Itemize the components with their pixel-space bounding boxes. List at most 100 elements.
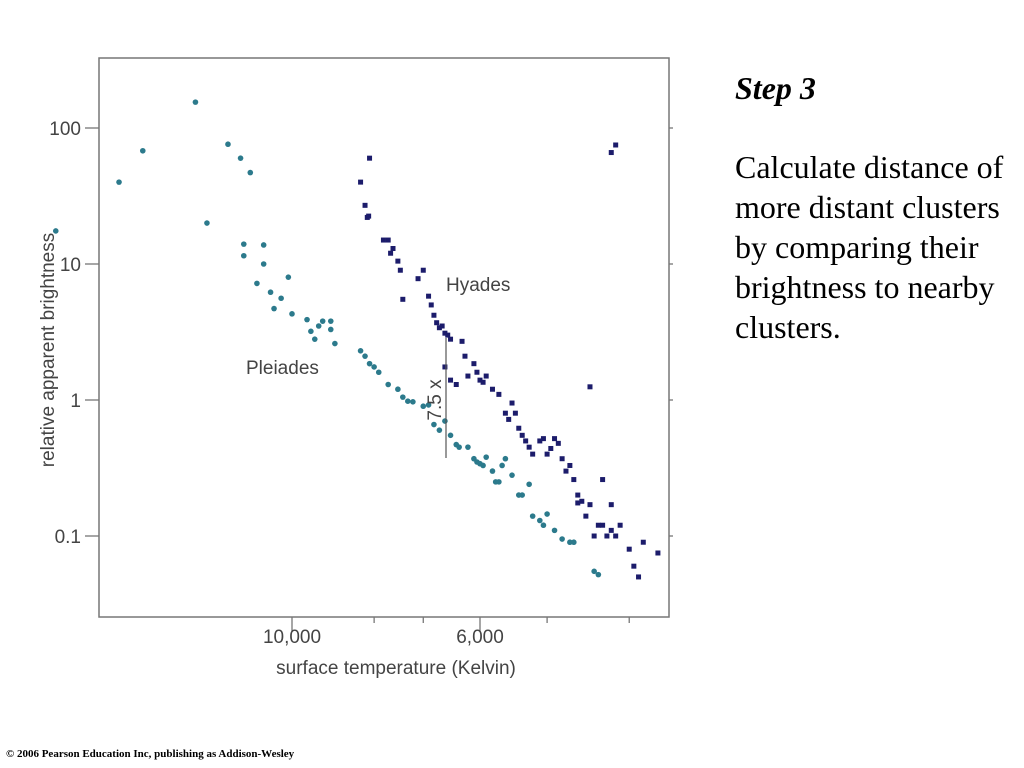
pleiades-point — [595, 571, 602, 578]
pleiades-point — [271, 305, 277, 312]
copyright-footer: © 2006 Pearson Education Inc, publishing… — [6, 748, 295, 760]
hyades-point — [640, 539, 646, 545]
hyades-point — [400, 296, 406, 302]
pleiades-point — [357, 348, 364, 354]
x-tick-label: 10,000 — [263, 627, 321, 648]
hyades-point — [600, 522, 606, 528]
hyades-point — [502, 410, 508, 416]
series-label-hyades: Hyades — [446, 275, 510, 296]
hyades-point — [516, 425, 522, 431]
hyades-point — [465, 373, 471, 379]
hyades-point — [445, 332, 451, 338]
pleiades-point — [52, 228, 59, 234]
pleiades-point — [395, 386, 401, 393]
pleiades-point — [240, 241, 247, 247]
pleiades-point — [519, 492, 525, 498]
pleiades-point — [308, 328, 314, 335]
hyades-point — [595, 522, 601, 528]
pleiades-point — [260, 261, 267, 267]
hyades-point — [358, 179, 364, 185]
brightness-ratio-label: 7.5 x — [425, 379, 446, 421]
hyades-point — [537, 438, 543, 444]
pleiades-point — [425, 402, 432, 408]
hyades-point — [459, 338, 465, 344]
pleiades-point — [400, 394, 406, 400]
hyades-point — [631, 563, 637, 569]
pleiades-point — [385, 381, 391, 388]
pleiades-point — [496, 479, 502, 485]
pleiades-point — [480, 462, 486, 469]
x-tick-label: 6,000 — [456, 627, 504, 648]
hyades-point — [489, 386, 495, 392]
pleiades-point — [139, 147, 146, 154]
hyades-point — [587, 502, 593, 508]
hyades-point — [617, 522, 623, 528]
pleiades-point — [551, 527, 558, 534]
hyades-point — [579, 498, 585, 504]
x-axis-ticks: 10,000 6,000 — [263, 617, 630, 648]
pleiades-point — [192, 99, 199, 105]
hyades-point — [555, 440, 561, 446]
hyades-point — [526, 444, 532, 450]
pleiades-point — [465, 444, 471, 450]
hyades-point — [506, 416, 512, 422]
pleiades-point — [204, 220, 210, 226]
data-points — [52, 99, 661, 580]
hyades-point — [453, 382, 459, 388]
hyades-point — [439, 323, 445, 329]
hyades-point — [509, 400, 515, 406]
pleiades-point — [559, 536, 565, 542]
pleiades-point — [304, 316, 310, 323]
hyades-point — [431, 312, 437, 318]
hyades-point — [604, 533, 610, 539]
hyades-point — [420, 267, 426, 273]
hyades-point — [519, 432, 525, 438]
hyades-point — [575, 492, 581, 498]
pleiades-point — [436, 427, 443, 433]
pleiades-point — [240, 252, 247, 259]
hyades-point — [567, 462, 573, 468]
pleiades-point — [405, 398, 411, 404]
hyades-point — [591, 533, 597, 539]
pleiades-point — [254, 280, 260, 287]
pleiades-point — [311, 336, 318, 342]
hyades-point — [366, 213, 372, 219]
hyades-point — [474, 369, 480, 375]
hyades-point — [575, 500, 581, 506]
hyades-point — [512, 410, 518, 416]
pleiades-point — [529, 513, 536, 519]
hyades-point — [426, 293, 432, 299]
pleiades-point — [366, 360, 373, 367]
y-tick-label: 10 — [60, 255, 81, 276]
pleiades-point — [362, 353, 368, 359]
hyades-point — [434, 320, 440, 326]
hyades-point — [552, 436, 558, 442]
hyades-point — [448, 336, 454, 342]
pleiades-point — [371, 364, 377, 370]
x-axis-label: surface temperature (Kelvin) — [276, 658, 516, 679]
explanation-panel: Step 3 Calculate distance of more distan… — [735, 70, 1015, 347]
pleiades-point — [410, 398, 416, 405]
hyades-point — [583, 513, 589, 519]
hyades-point — [608, 527, 614, 533]
series-label-pleiades: Pleiades — [246, 358, 319, 379]
y-tick-label: 100 — [49, 119, 81, 140]
hr-diagram-chart: 100 10 1 0.1 10,000 6,000 relative apparent … — [38, 57, 673, 679]
pleiades-point — [260, 242, 267, 248]
pleiades-point — [489, 468, 496, 474]
pleiades-point — [319, 318, 326, 324]
pleiades-point — [116, 179, 122, 185]
pleiades-point — [332, 340, 338, 347]
hyades-point — [587, 384, 593, 390]
y-axis-label: relative apparent brightness — [38, 233, 59, 467]
hyades-point — [608, 502, 614, 508]
step-title: Step 3 — [735, 70, 816, 106]
hyades-point — [395, 258, 401, 264]
pleiades-point — [237, 155, 244, 161]
hyades-point — [613, 533, 619, 539]
hyades-point — [626, 546, 632, 552]
pleiades-point — [327, 326, 334, 333]
pleiades-point — [567, 539, 573, 546]
hyades-point — [559, 456, 565, 462]
y-axis-ticks: 100 10 1 0.1 — [49, 119, 673, 548]
